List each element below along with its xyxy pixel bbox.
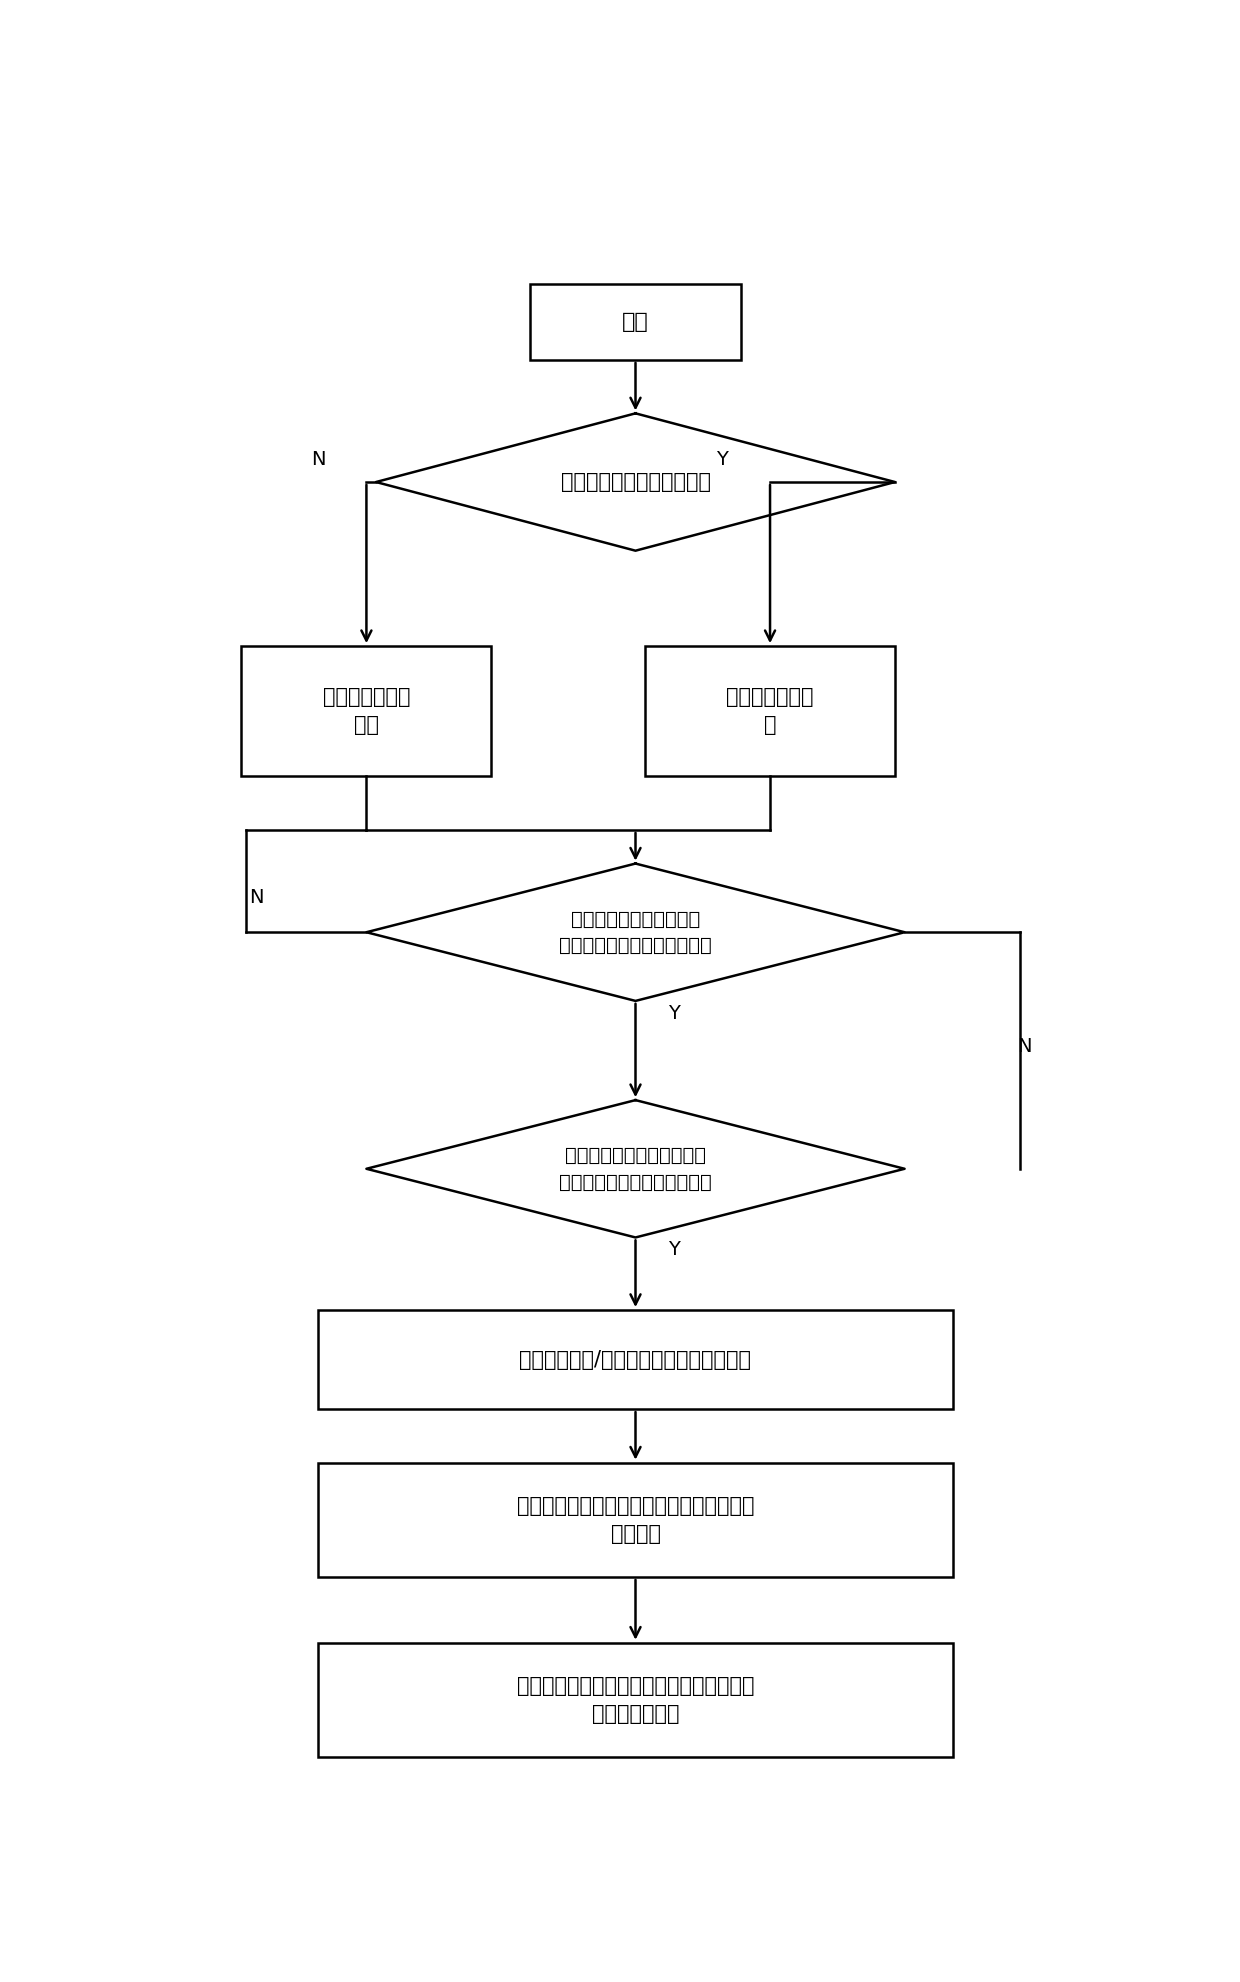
Bar <box>529 283 742 361</box>
Text: Y: Y <box>668 1003 680 1023</box>
Text: 根据第二差值/第一差值计算当前电耗系数: 根据第二差值/第一差值计算当前电耗系数 <box>520 1350 751 1370</box>
Bar <box>645 646 895 775</box>
Text: 计算电耗系数初
始值: 计算电耗系数初 始值 <box>322 688 410 735</box>
Bar <box>319 1643 952 1758</box>
Text: N: N <box>311 450 326 468</box>
Text: N: N <box>1018 1037 1032 1056</box>
Text: 获取在前电耗系
数: 获取在前电耗系 数 <box>727 688 813 735</box>
Text: Y: Y <box>668 1241 680 1259</box>
Text: 根据当前电耗系数及历史电耗系数计算平均
电耗系数: 根据当前电耗系数及历史电耗系数计算平均 电耗系数 <box>517 1496 754 1544</box>
Bar <box>319 1463 952 1578</box>
Text: 判断当前及在前剩余电量
的第一差值是否大于第一阈值: 判断当前及在前剩余电量 的第一差值是否大于第一阈值 <box>559 910 712 955</box>
Text: 根据电池健康数据、剩余电量及平均电耗系
数计算剩余里程: 根据电池健康数据、剩余电量及平均电耗系 数计算剩余里程 <box>517 1677 754 1724</box>
Bar <box>242 646 491 775</box>
Text: Y: Y <box>715 450 728 468</box>
Text: 判断当前及在前行驶总里程
的第二差值是否大于第二阈值: 判断当前及在前行驶总里程 的第二差值是否大于第二阈值 <box>559 1146 712 1191</box>
Text: 判断是否存在在前电耗系数: 判断是否存在在前电耗系数 <box>560 472 711 492</box>
Text: N: N <box>249 888 263 906</box>
Bar <box>319 1310 952 1409</box>
Text: 开始: 开始 <box>622 311 649 331</box>
